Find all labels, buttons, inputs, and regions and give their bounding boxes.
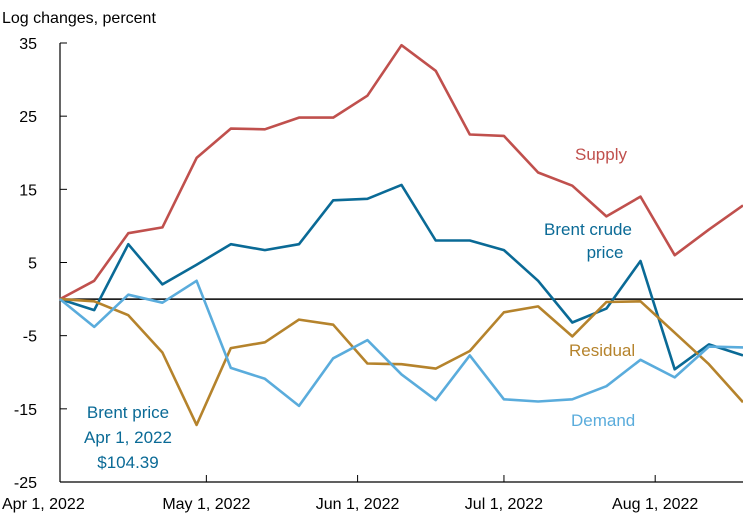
brent-note-line3: $104.39 xyxy=(97,453,158,472)
demand-label: Demand xyxy=(571,411,635,430)
y-tick-label: 25 xyxy=(19,109,37,126)
x-tick-label: Aug 1, 2022 xyxy=(612,496,698,513)
brent-note-line2: Apr 1, 2022 xyxy=(84,428,172,447)
y-tick-label: -25 xyxy=(14,475,37,492)
y-tick-label: 15 xyxy=(19,182,37,199)
x-tick-label: May 1, 2022 xyxy=(162,496,250,513)
x-tick-label: Apr 1, 2022 xyxy=(2,496,85,513)
residual-line xyxy=(59,297,743,427)
y-tick-label: 35 xyxy=(19,36,37,53)
supply-label: Supply xyxy=(575,145,627,164)
y-axis-ticks: 35 25 15 5 -5 -15 -25 xyxy=(14,36,67,492)
axes xyxy=(59,43,743,483)
brent-crude-price-line xyxy=(59,183,743,371)
y-tick-label: -5 xyxy=(23,329,37,346)
brent-label-line2: price xyxy=(587,243,624,262)
y-axis-label: Log changes, percent xyxy=(2,10,156,27)
y-tick-label: -15 xyxy=(14,402,37,419)
x-tick-label: Jun 1, 2022 xyxy=(316,496,400,513)
brent-note-line1: Brent price xyxy=(87,403,169,422)
x-axis-ticks: Apr 1, 2022 May 1, 2022 Jun 1, 2022 Jul 1, … xyxy=(2,475,698,513)
brent-label-line1: Brent crude xyxy=(544,220,632,239)
supply-line xyxy=(59,43,743,301)
x-tick-label: Jul 1, 2022 xyxy=(465,496,543,513)
series-lines xyxy=(59,43,743,427)
y-tick-label: 5 xyxy=(28,256,37,273)
demand-line xyxy=(59,279,743,408)
residual-label: Residual xyxy=(569,341,635,360)
